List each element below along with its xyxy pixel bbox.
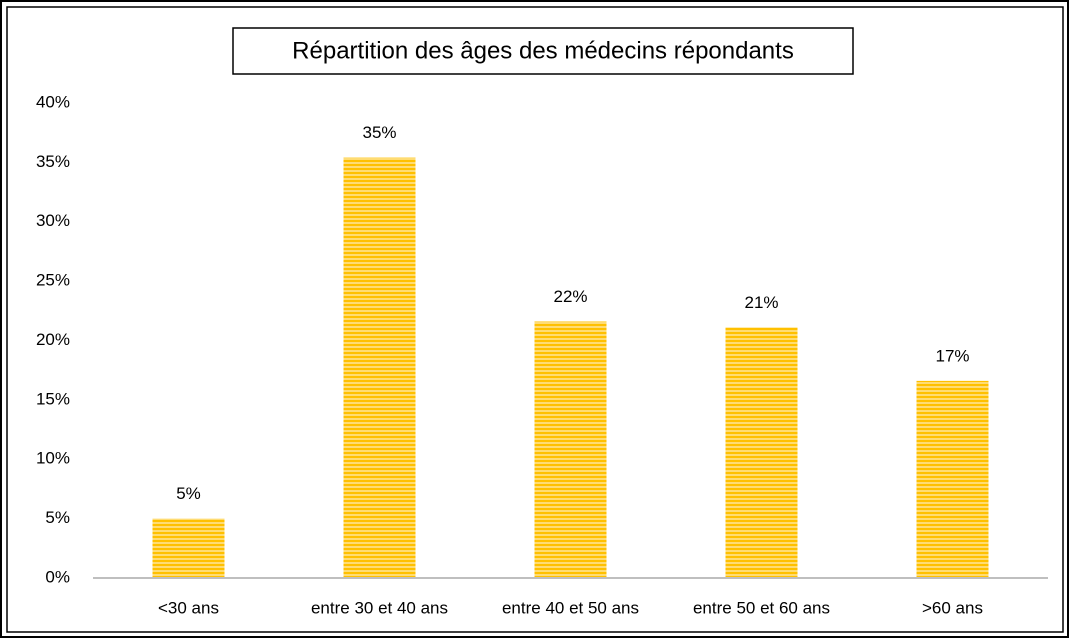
data-label: 17% (935, 346, 969, 365)
bar (725, 327, 798, 578)
bar (534, 321, 607, 578)
x-tick-label: entre 30 et 40 ans (311, 598, 448, 617)
y-tick-label: 0% (45, 567, 70, 586)
x-tick-label: >60 ans (922, 598, 983, 617)
y-tick-label: 5% (45, 508, 70, 527)
data-label: 5% (176, 484, 201, 503)
y-tick-label: 30% (36, 211, 70, 230)
data-label: 35% (362, 123, 396, 142)
y-tick-label: 15% (36, 389, 70, 408)
data-label: 22% (553, 287, 587, 306)
x-tick-label: entre 40 et 50 ans (502, 598, 639, 617)
chart-title: Répartition des âges des médecins répond… (292, 37, 794, 64)
inner-frame (6, 6, 1064, 633)
bar (916, 380, 989, 578)
data-label: 21% (744, 293, 778, 312)
title-box (232, 27, 854, 75)
y-tick-label: 25% (36, 271, 70, 290)
bar (343, 157, 416, 578)
y-tick-label: 40% (36, 92, 70, 111)
x-tick-label: <30 ans (158, 598, 219, 617)
y-tick-label: 35% (36, 152, 70, 171)
bar (152, 518, 225, 578)
x-tick-label: entre 50 et 60 ans (693, 598, 830, 617)
y-tick-label: 20% (36, 330, 70, 349)
y-tick-label: 10% (36, 449, 70, 468)
